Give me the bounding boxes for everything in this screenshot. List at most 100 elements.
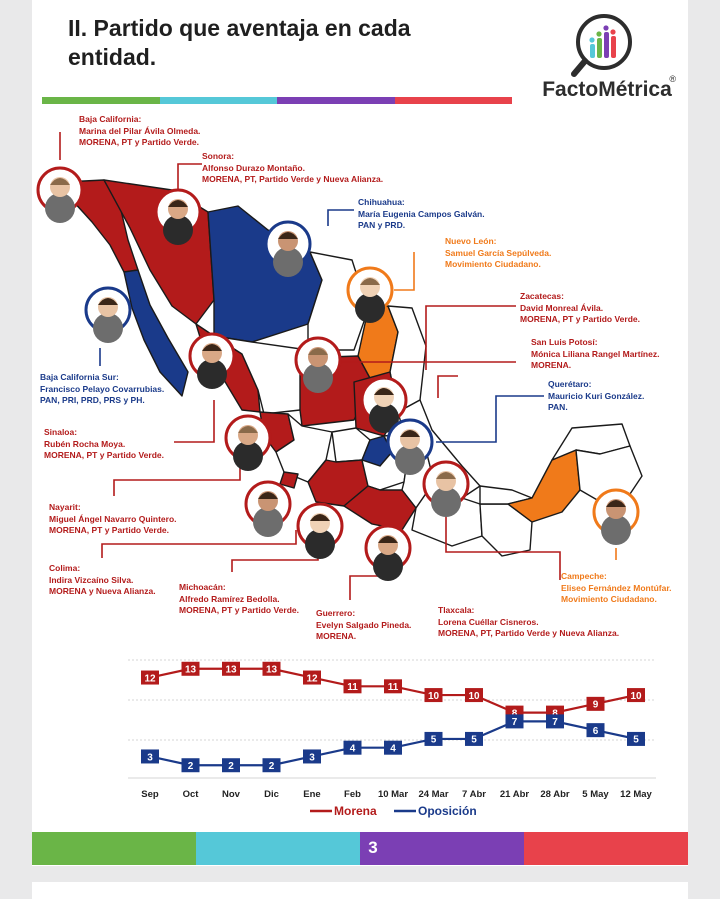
callout-candidate: María Eugenia Campos Galván. (358, 208, 485, 219)
data-point: 10 (424, 688, 443, 703)
data-point: 13 (262, 661, 281, 676)
data-label: 8 (552, 708, 558, 719)
callout-state: Michoacán: (179, 582, 226, 592)
callout-candidate: Francisco Pelayo Covarrubias. (40, 383, 165, 394)
data-point: 2 (262, 758, 281, 773)
portrait-nayarit (244, 480, 292, 537)
callout-party: MORENA, PT y Partido Verde. (44, 450, 164, 460)
data-label: 10 (468, 691, 480, 702)
callout-state: Baja California Sur: (40, 372, 119, 382)
data-label: 3 (309, 752, 315, 763)
data-label: 5 (431, 735, 437, 746)
x-tick-label: 10 Mar (378, 789, 408, 800)
data-label: 13 (225, 665, 237, 676)
callout-state: San Luis Potosí: (531, 337, 598, 347)
data-label: 2 (269, 761, 275, 772)
data-label: 2 (228, 761, 234, 772)
callout-party: MORENA, PT y Partido Verde. (520, 314, 640, 324)
data-point-marker (141, 670, 159, 685)
x-tick-label: Dic (264, 789, 279, 800)
portrait-baja-california (36, 166, 84, 223)
data-label: 7 (552, 717, 558, 728)
x-tick-label: 5 May (582, 789, 609, 800)
data-label: 12 (144, 673, 156, 684)
callout-candidate: Miguel Ángel Navarro Quintero. (49, 513, 177, 524)
data-label: 7 (512, 717, 518, 728)
callout-nayarit: Nayarit: Miguel Ángel Navarro Quintero. … (49, 502, 177, 537)
callout-party: MORENA, PT, Partido Verde y Nueva Alianz… (202, 174, 384, 184)
data-point-marker (586, 723, 605, 738)
callout-candidate: David Monreal Ávila. (520, 302, 604, 313)
color-stripe-bottom (32, 832, 688, 865)
callout-state: Campeche: (561, 571, 607, 581)
callout-state: Sonora: (202, 151, 235, 161)
portrait-sinaloa (188, 332, 236, 389)
portrait-queretaro (386, 418, 434, 475)
trend-chart: 12 13 13 13 12 11 11 10 10 8 8 9 10 3 2 2 2 3 4 4 5 5 7 7 6 5 Sep… (128, 659, 656, 818)
portrait-baja-california-sur (84, 286, 132, 343)
logo-registered: ® (669, 74, 676, 84)
data-label: 11 (347, 682, 358, 693)
portrait-san-luis-potosi (360, 376, 408, 433)
callout-candidate: Alfonso Durazo Montaño. (202, 162, 305, 173)
data-point-marker (181, 758, 200, 773)
data-point: 11 (343, 679, 362, 694)
data-point-marker (424, 688, 443, 703)
x-tick-label: Nov (222, 789, 241, 800)
data-point: 3 (303, 749, 321, 764)
callout-state: Baja California: (79, 114, 142, 124)
data-label: 8 (512, 708, 518, 719)
callout-baja-california-sur: Baja California Sur: Francisco Pelayo Co… (40, 372, 164, 407)
state-guerrero (343, 485, 417, 531)
callout-campeche: Campeche: Eliseo Fernández Montúfar. Mov… (561, 571, 672, 606)
callout-state: Nuevo León: (445, 236, 497, 246)
callout-zacatecas: Zacatecas: David Monreal Ávila. MORENA, … (520, 291, 640, 326)
callout-nuevo-leon: Nuevo León: Samuel García Sepúlveda. Mov… (445, 236, 551, 271)
legend-item: Oposición (394, 804, 477, 818)
data-point: 6 (586, 723, 605, 738)
portrait-tlaxcala (422, 460, 470, 517)
factometrica-logo: FactoMétrica ® (532, 8, 682, 101)
data-point: 9 (586, 696, 605, 711)
data-label: 13 (185, 665, 197, 676)
data-label: 5 (633, 735, 639, 746)
callout-baja-california: Baja California: Marina del Pilar Ávila … (79, 114, 200, 149)
callout-state: Tlaxcala: (438, 605, 475, 615)
callout-party: MORENA. (316, 631, 357, 641)
data-label: 12 (306, 673, 318, 684)
callout-guerrero: Guerrero: Evelyn Salgado Pineda. MORENA. (316, 608, 411, 643)
portrait-campeche (592, 488, 640, 545)
logo-text: FactoMétrica (542, 78, 672, 101)
callout-candidate: Samuel García Sepúlveda. (445, 247, 552, 258)
data-point: 3 (141, 749, 159, 764)
x-tick-label: 28 Abr (540, 789, 570, 800)
state-campeche (507, 449, 581, 523)
callout-state: Zacatecas: (520, 291, 564, 301)
portrait-sonora (154, 188, 202, 245)
x-tick-label: 24 Mar (418, 789, 448, 800)
data-point-marker (627, 688, 645, 703)
callout-party: MORENA, PT, Partido Verde y Nueva Alianz… (438, 628, 620, 638)
data-point: 7 (505, 714, 524, 729)
data-point-marker (262, 661, 281, 676)
callout-michoacan: Michoacán: Alfredo Ramírez Bedolla. MORE… (179, 582, 299, 617)
data-point-marker (141, 749, 159, 764)
data-label: 2 (188, 761, 194, 772)
callout-candidate: Eliseo Fernández Montúfar. (561, 582, 672, 593)
portrait-guerrero (364, 524, 412, 581)
callout-queretaro: Querétaro: Mauricio Kuri González. PAN. (548, 379, 644, 414)
x-tick-label: 12 May (620, 789, 652, 800)
report-page: II. Partido que aventaja en cada entidad… (32, 0, 688, 866)
callout-candidate: Indira Vizcaíno Silva. (49, 574, 134, 585)
callout-state: Chihuahua: (358, 197, 405, 207)
callout-state: Guerrero: (316, 608, 356, 618)
data-point-marker (586, 696, 605, 711)
x-tick-label: Ene (303, 789, 320, 800)
callout-candidate: Lorena Cuéllar Cisneros. (438, 616, 539, 627)
x-tick-label: 7 Abr (462, 789, 486, 800)
data-label: 4 (390, 743, 396, 754)
callout-state: Nayarit: (49, 502, 81, 512)
data-label: 3 (147, 752, 153, 763)
data-point-marker (222, 661, 240, 676)
data-point-marker (222, 758, 240, 773)
